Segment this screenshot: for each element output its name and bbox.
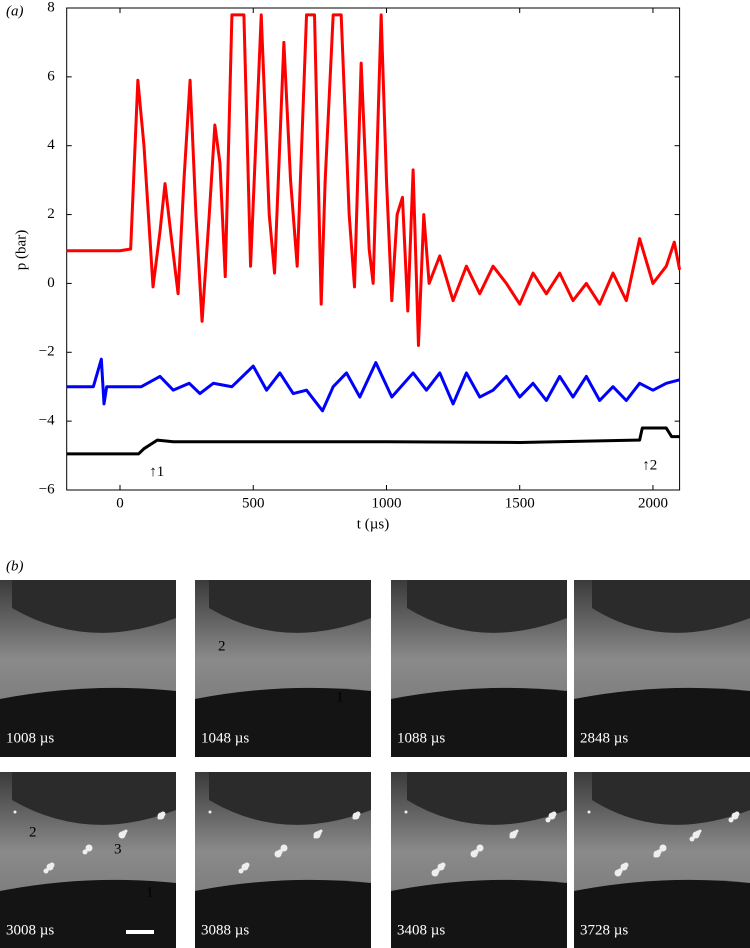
photo-frame: 1008 µs	[0, 580, 176, 757]
y-tick-label: −2	[39, 344, 55, 360]
y-tick-label: −4	[39, 413, 55, 429]
y-tick-label: 6	[47, 68, 55, 84]
probe	[407, 772, 567, 825]
probe	[209, 580, 371, 633]
probe	[12, 772, 176, 825]
photo-frame: 2848 µs	[574, 580, 750, 757]
frame-time: 3408 µs	[397, 922, 445, 938]
bubble	[404, 810, 408, 814]
bubble-marker: 3	[114, 841, 122, 857]
bubble	[728, 817, 734, 823]
bubble	[82, 849, 88, 855]
bubble	[545, 817, 551, 823]
x-axis-label: t (µs)	[357, 516, 389, 532]
bubble	[313, 835, 317, 839]
photo	[0, 580, 176, 757]
annotation: ↑2	[642, 457, 657, 473]
dark-floor	[574, 879, 750, 948]
photo	[391, 580, 567, 757]
photo-frame: 1048 µs 2 1	[195, 580, 371, 757]
bubble	[13, 810, 17, 814]
frame-time: 3088 µs	[201, 922, 249, 938]
bubble	[118, 831, 126, 839]
probe	[592, 580, 750, 633]
x-tick-label: 0	[116, 495, 124, 511]
x-tick-label: 1000	[371, 495, 401, 511]
photo	[195, 580, 371, 757]
dark-floor	[195, 687, 371, 757]
frame-time: 1008 µs	[6, 730, 54, 746]
y-tick-label: 0	[47, 275, 55, 291]
frame-time: 1048 µs	[201, 730, 249, 746]
bubble	[208, 810, 212, 814]
line-series	[66, 426, 680, 456]
bubble	[689, 836, 695, 842]
dark-floor	[195, 879, 371, 948]
bubble	[614, 869, 622, 877]
probe	[209, 772, 371, 825]
bubble	[431, 869, 439, 877]
bubble	[653, 854, 657, 858]
probe	[12, 580, 176, 633]
photo-frame: 1088 µs	[391, 580, 567, 757]
bubble-marker: 2	[218, 638, 226, 654]
y-tick-label: 2	[47, 206, 55, 222]
line-series	[66, 13, 682, 347]
probe	[407, 580, 567, 633]
dark-floor	[391, 687, 567, 757]
y-tick-label: 4	[47, 137, 55, 153]
y-axis-label: p (bar)	[13, 230, 29, 270]
y-tick-label: −6	[39, 481, 55, 497]
frame-time: 2848 µs	[580, 730, 628, 746]
line-series	[66, 357, 680, 413]
photo	[195, 772, 371, 948]
bubble-marker: 1	[336, 689, 344, 705]
bubble	[274, 850, 282, 858]
dark-floor	[0, 687, 176, 757]
x-tick-label: 500	[242, 495, 265, 511]
photo-frame: 3088 µs	[195, 772, 371, 948]
bubble-marker: 2	[29, 824, 37, 840]
photo-frame: 3728 µs	[574, 772, 750, 948]
bubble-marker: 1	[146, 884, 154, 900]
bubble	[470, 850, 478, 858]
bubble	[352, 816, 356, 820]
dark-floor	[574, 687, 750, 757]
bubble	[43, 868, 49, 874]
panel-label: (b)	[6, 558, 24, 574]
photo-frame: 3008 µs 2 3 1	[0, 772, 176, 948]
frame-time: 3728 µs	[580, 922, 628, 938]
x-tick-label: 1500	[505, 495, 535, 511]
bubble	[157, 816, 161, 820]
annotation: ↑1	[149, 464, 164, 480]
photo	[574, 772, 750, 948]
plot-frame	[66, 7, 681, 491]
probe	[592, 772, 750, 825]
photo	[391, 772, 567, 948]
photo	[574, 580, 750, 757]
frame-time: 3008 µs	[6, 922, 54, 938]
dark-floor	[391, 879, 567, 948]
bubble	[509, 835, 513, 839]
photo-frame: 3408 µs	[391, 772, 567, 948]
x-tick-label: 2000	[638, 495, 668, 511]
panel-label: (a)	[6, 3, 24, 19]
photo	[0, 772, 176, 948]
frame-time: 1088 µs	[397, 730, 445, 746]
bubble	[587, 810, 591, 814]
y-tick-label: 8	[47, 0, 55, 15]
bubble	[238, 868, 244, 874]
